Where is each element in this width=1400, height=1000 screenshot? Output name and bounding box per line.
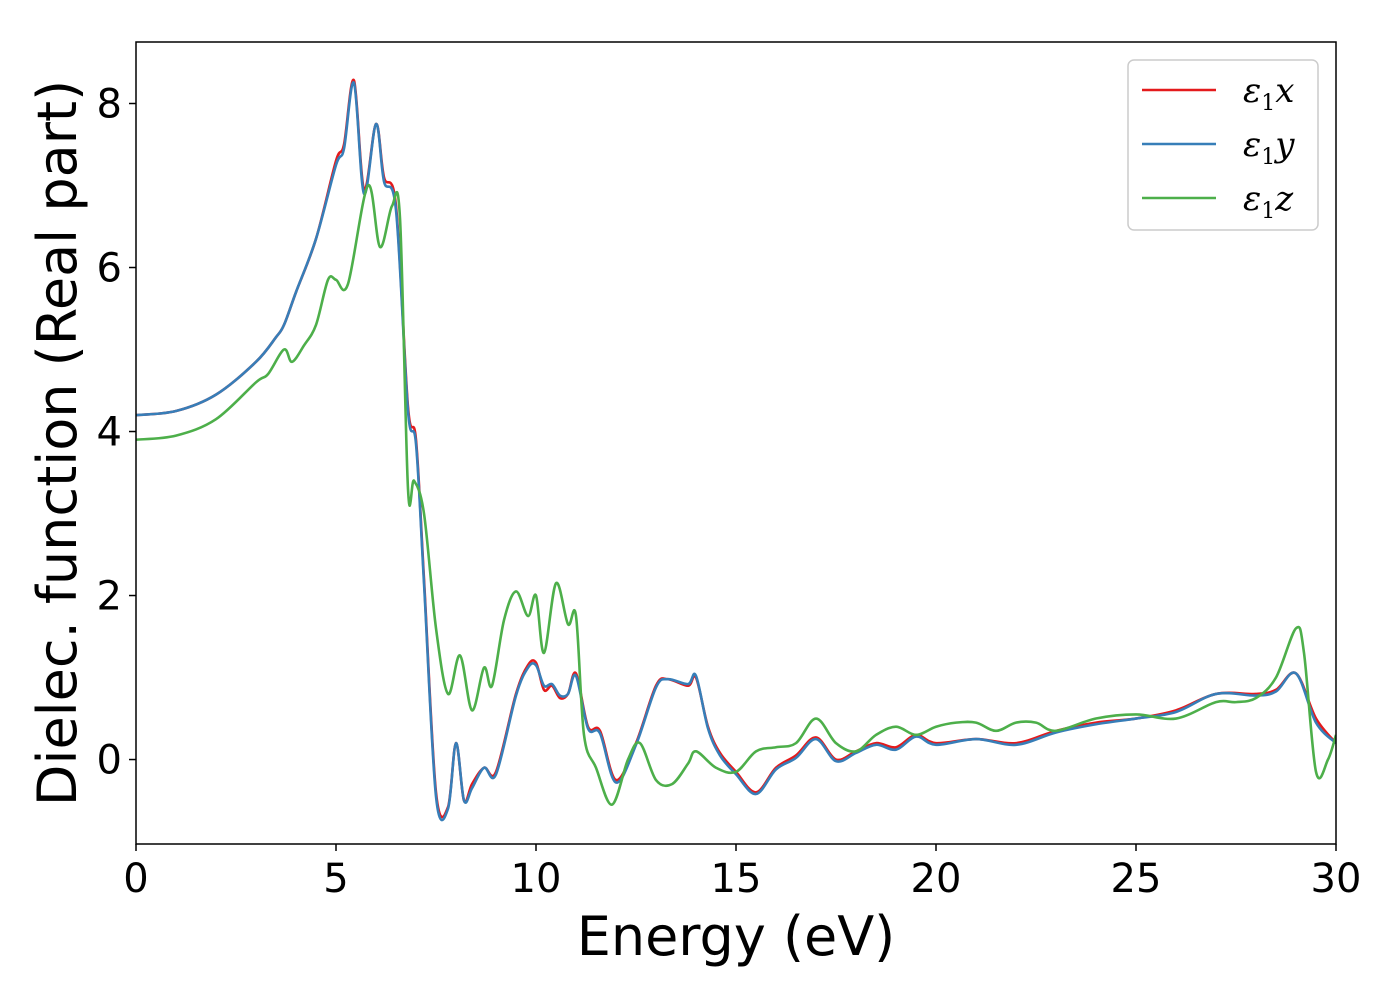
legend-box xyxy=(1127,59,1319,231)
series-line-y xyxy=(136,81,1336,822)
series-line-z xyxy=(136,184,1336,806)
legend-label-z: ε1z xyxy=(1243,179,1294,224)
x-axis-ticks: 0 5 10 15 20 25 30 xyxy=(123,844,1361,902)
x-tick-label: 15 xyxy=(711,856,762,902)
x-tick-label: 30 xyxy=(1311,856,1362,902)
legend-items: ε1x ε1y ε1z xyxy=(1142,71,1295,224)
legend: ε1x ε1y ε1z xyxy=(1127,59,1319,231)
x-axis-label: Energy (eV) xyxy=(577,905,896,968)
y-tick-label: 6 xyxy=(97,246,122,292)
legend-label-y: ε1y xyxy=(1243,125,1295,170)
y-tick-label: 8 xyxy=(97,82,122,128)
y-axis-label: Dielec. function (Real part) xyxy=(26,80,89,806)
y-tick-label: 0 xyxy=(97,738,122,784)
x-tick-label: 25 xyxy=(1111,856,1162,902)
y-axis-ticks: 0 2 4 6 8 xyxy=(97,82,136,784)
x-tick-label: 5 xyxy=(323,856,348,902)
y-tick-label: 2 xyxy=(97,574,122,620)
x-tick-label: 10 xyxy=(511,856,562,902)
x-tick-label: 20 xyxy=(911,856,962,902)
x-tick-label: 0 xyxy=(123,856,148,902)
y-tick-label: 4 xyxy=(97,410,122,456)
legend-label-x: ε1x xyxy=(1243,71,1294,116)
series-layer xyxy=(136,79,1336,822)
